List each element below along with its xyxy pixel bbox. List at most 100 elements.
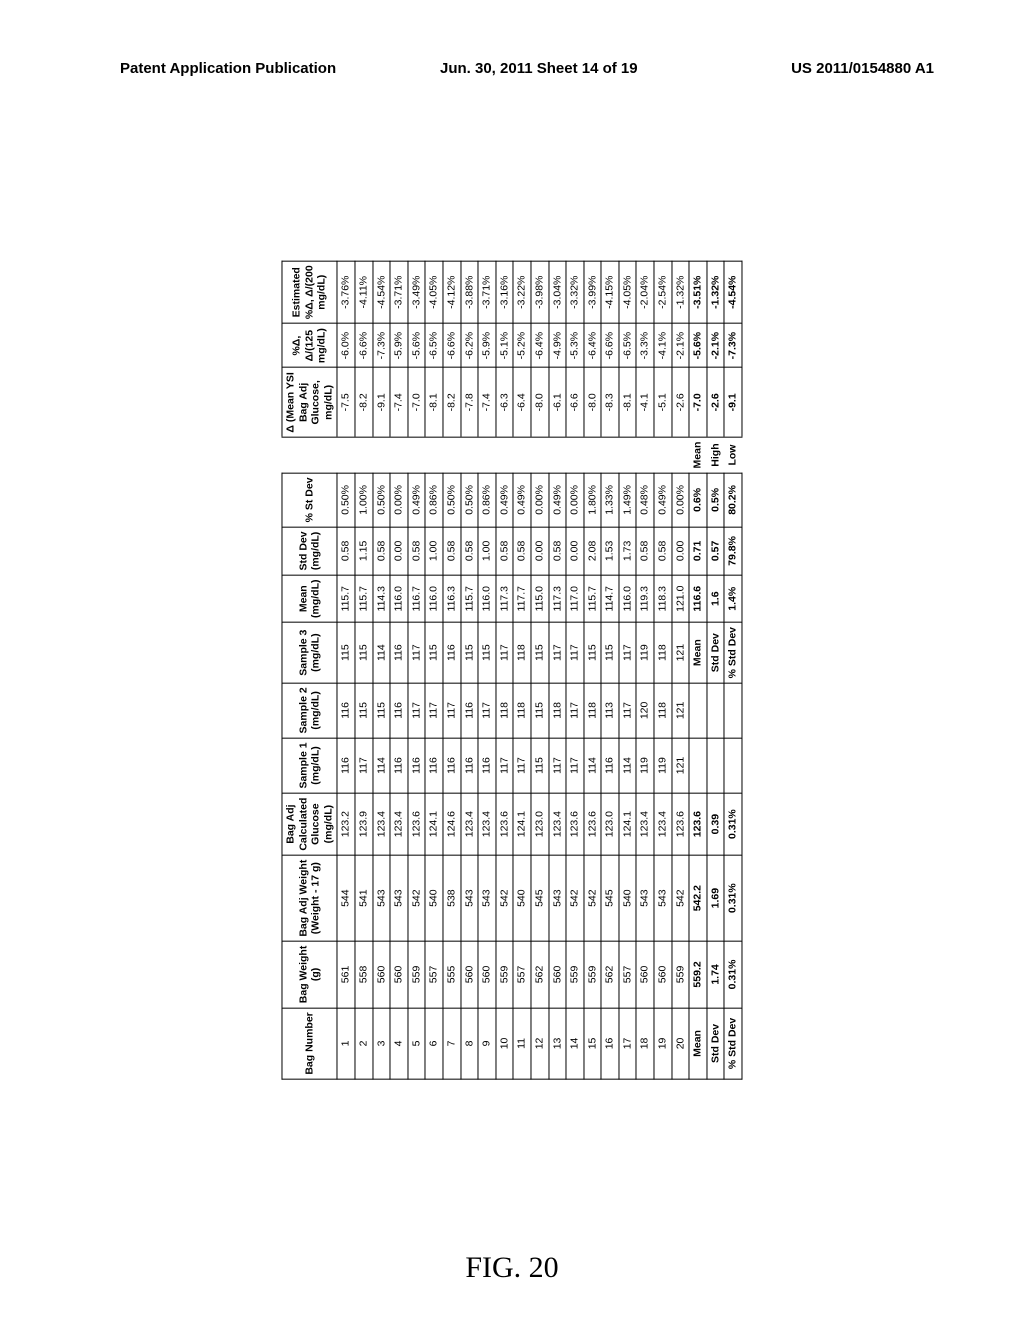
cell-mean: 114.7 <box>601 575 619 623</box>
cell-mean: 115.7 <box>337 575 355 623</box>
cell-mean: 118.3 <box>654 575 672 623</box>
cell-s3: 116 <box>390 622 408 682</box>
cell-mean: 116.0 <box>390 575 408 623</box>
cell-pctd200: -4.15% <box>601 261 619 324</box>
cell-pctstd: 80.2% <box>724 473 742 527</box>
table-row: 8560543123.4116116115115.70.580.50%-7.8-… <box>461 261 479 1079</box>
cell-calc: 123.4 <box>636 793 654 855</box>
cell-s3: 115 <box>461 622 479 682</box>
cell-delta: -7.5 <box>337 368 355 437</box>
cell-s3: 115 <box>531 622 549 682</box>
cell-pctstd: 0.48% <box>636 473 654 527</box>
cell-bagwt: 559 <box>672 941 690 1008</box>
cell-calc: 124.6 <box>443 793 461 855</box>
cell-bagnum: 8 <box>461 1008 479 1079</box>
cell-bagnum: Std Dev <box>707 1008 725 1079</box>
cell-calc: 123.4 <box>478 793 496 855</box>
cell-pctd125: -6.0% <box>337 324 355 368</box>
cell-pctstd: 0.49% <box>408 473 426 527</box>
cell-s2: 115 <box>373 683 391 738</box>
cell-mean: 115.7 <box>461 575 479 623</box>
cell-std: 0.58 <box>337 527 355 575</box>
cell-pctd125: -6.5% <box>425 324 443 368</box>
cell-pctd200: -3.32% <box>566 261 584 324</box>
cell-calc: 123.6 <box>566 793 584 855</box>
cell-delta: -6.3 <box>496 368 514 437</box>
cell-delta: -8.2 <box>443 368 461 437</box>
cell-calc: 0.39 <box>707 793 725 855</box>
cell-s3: 115 <box>478 622 496 682</box>
cell-bagwt: 559 <box>408 941 426 1008</box>
cell-mean: 117.3 <box>496 575 514 623</box>
cell-s3: % Std Dev <box>724 622 742 682</box>
cell-bagnum: % Std Dev <box>724 1008 742 1079</box>
cell-bagnum: Mean <box>689 1008 707 1079</box>
cell-mean: 1.6 <box>707 575 725 623</box>
cell-adjwt: 538 <box>443 855 461 941</box>
cell-s1: 116 <box>443 738 461 793</box>
cell-s2: 117 <box>566 683 584 738</box>
table-row: Mean559.2542.2123.6Mean116.60.710.6%Mean… <box>689 261 707 1079</box>
col-header-s1: Sample 1(mg/dL) <box>282 738 337 793</box>
cell-std: 2.08 <box>584 527 602 575</box>
cell-calc: 123.4 <box>654 793 672 855</box>
cell-bagwt: 562 <box>601 941 619 1008</box>
cell-pctd200: -3.22% <box>513 261 531 324</box>
cell-spacer <box>496 437 514 473</box>
cell-s1 <box>724 738 742 793</box>
cell-s3: 119 <box>636 622 654 682</box>
cell-std: 0.58 <box>443 527 461 575</box>
cell-pctd125: -2.1% <box>672 324 690 368</box>
cell-mean: 115.7 <box>355 575 373 623</box>
cell-bagwt: 557 <box>513 941 531 1008</box>
cell-delta: -8.3 <box>601 368 619 437</box>
cell-pctd125: -5.9% <box>390 324 408 368</box>
cell-bagwt: 560 <box>478 941 496 1008</box>
cell-s1: 115 <box>531 738 549 793</box>
cell-adjwt: 543 <box>461 855 479 941</box>
data-table: Bag NumberBag Weight(g)Bag Adj Weight(We… <box>281 260 742 1079</box>
cell-pctd200: -3.99% <box>584 261 602 324</box>
cell-pctd200: -4.05% <box>619 261 637 324</box>
cell-pctd125: -6.5% <box>619 324 637 368</box>
cell-bagwt: 560 <box>654 941 672 1008</box>
cell-delta: -2.6 <box>707 368 725 437</box>
cell-spacer: Low <box>724 437 742 473</box>
cell-mean: 121.0 <box>672 575 690 623</box>
cell-pctd125: -4.9% <box>548 324 566 368</box>
col-header-std: Std Dev(mg/dL) <box>282 527 337 575</box>
cell-pctd200: -3.76% <box>337 261 355 324</box>
cell-bagwt: 559 <box>584 941 602 1008</box>
table-row: 5559542123.6116117117116.70.580.49%-7.0-… <box>408 261 426 1079</box>
col-header-bagnum: Bag Number <box>282 1008 337 1079</box>
cell-adjwt: 543 <box>390 855 408 941</box>
cell-s2: 113 <box>601 683 619 738</box>
cell-s3: 117 <box>408 622 426 682</box>
header-mid: Jun. 30, 2011 Sheet 14 of 19 <box>440 60 638 77</box>
cell-bagnum: 3 <box>373 1008 391 1079</box>
cell-adjwt: 542 <box>496 855 514 941</box>
cell-spacer <box>478 437 496 473</box>
cell-bagnum: 6 <box>425 1008 443 1079</box>
cell-bagwt: 561 <box>337 941 355 1008</box>
cell-pctd125: -5.6% <box>408 324 426 368</box>
cell-s2: 120 <box>636 683 654 738</box>
cell-adjwt: 1.69 <box>707 855 725 941</box>
cell-adjwt: 542 <box>672 855 690 941</box>
cell-pctd125: -2.1% <box>707 324 725 368</box>
cell-bagnum: 20 <box>672 1008 690 1079</box>
cell-bagnum: 7 <box>443 1008 461 1079</box>
cell-pctd200: -3.49% <box>408 261 426 324</box>
cell-std: 1.00 <box>425 527 443 575</box>
cell-delta: -8.0 <box>531 368 549 437</box>
table-row: 2558541123.9117115115115.71.151.00%-8.2-… <box>355 261 373 1079</box>
cell-s1: 116 <box>337 738 355 793</box>
figure-label: FIG. 20 <box>465 1251 558 1285</box>
cell-bagwt: 0.31% <box>724 941 742 1008</box>
cell-s2: 116 <box>461 683 479 738</box>
cell-s1: 117 <box>566 738 584 793</box>
cell-std: 0.58 <box>548 527 566 575</box>
cell-delta: -6.4 <box>513 368 531 437</box>
cell-delta: -2.6 <box>672 368 690 437</box>
col-header-calc: Bag AdjCalculatedGlucose(mg/dL) <box>282 793 337 855</box>
